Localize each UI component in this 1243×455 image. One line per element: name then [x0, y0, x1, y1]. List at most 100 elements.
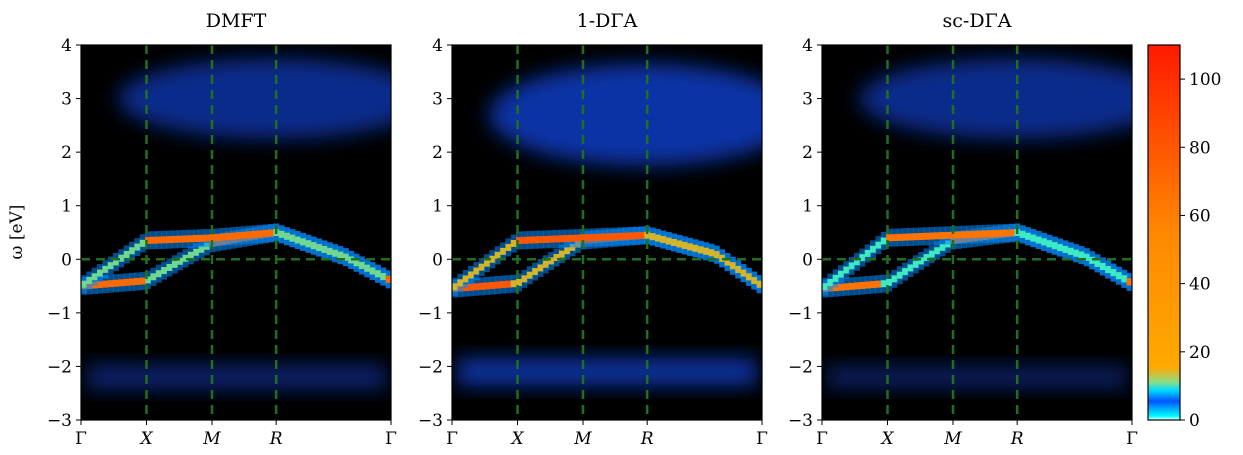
band-cell [838, 283, 844, 291]
panel-title: 1-DΓA [577, 10, 638, 32]
band-cell [939, 243, 946, 251]
y-tick-label: 0 [61, 250, 72, 270]
band-cell [1035, 236, 1042, 244]
band-cell [692, 244, 699, 252]
band-cell [326, 247, 333, 255]
band-cell [1019, 230, 1026, 238]
band-cell [912, 260, 919, 268]
colorbar-tick-label: 80 [1189, 138, 1211, 158]
band-cell [950, 231, 957, 239]
band-cell [278, 230, 285, 238]
band-cell [934, 232, 941, 240]
band-cell [182, 235, 189, 243]
band-cell [537, 264, 544, 272]
band-cell [681, 241, 688, 249]
band-cell [526, 271, 533, 279]
band-cell [452, 283, 458, 291]
x-tick-label: Γ [816, 429, 828, 449]
band-cell [713, 251, 720, 259]
band-cell [225, 233, 232, 241]
band-cell [687, 243, 694, 251]
band-cell [310, 242, 317, 250]
band-cell [838, 270, 844, 278]
band-cell [1083, 253, 1090, 261]
band-cell [252, 230, 258, 238]
band-cell [246, 231, 253, 239]
band-cell [928, 232, 935, 240]
band-cell [617, 232, 624, 240]
band-cell [187, 235, 194, 243]
band-cell [655, 234, 661, 242]
y-tick-label: −3 [788, 411, 813, 431]
band-cell [182, 254, 189, 262]
band-cell [171, 260, 178, 268]
y-tick-label: −2 [47, 357, 72, 377]
band-cell [891, 275, 898, 283]
x-tick-label: Γ [75, 429, 87, 449]
band-cell [86, 276, 93, 284]
y-tick-label: 3 [802, 90, 813, 110]
colorbar-tick-label: 40 [1189, 275, 1211, 295]
band-cell [478, 282, 485, 290]
quasiparticle-band-upper [81, 223, 391, 294]
band-cell [1051, 242, 1058, 250]
lower-hubbard-band [86, 365, 386, 390]
band-cell [843, 266, 850, 274]
band-cell [1062, 245, 1069, 253]
band-cell [102, 265, 109, 273]
band-cell [735, 265, 742, 273]
upper-hubbard-band [489, 63, 762, 166]
band-cell [628, 232, 635, 240]
band-cell [1078, 251, 1085, 259]
band-cell [219, 233, 226, 241]
y-tick-label: −2 [788, 357, 813, 377]
band-cell [505, 280, 512, 288]
band-cell [129, 247, 135, 255]
band-cell [553, 235, 560, 243]
band-cell [1009, 229, 1015, 237]
band-cell [1067, 247, 1074, 255]
band-cell [358, 261, 365, 269]
band-cell [896, 233, 903, 241]
band-cell [665, 237, 672, 245]
band-cell [558, 250, 565, 258]
band-cell [607, 233, 613, 241]
band-cell [134, 243, 141, 251]
band-cell [939, 232, 946, 240]
band-cell [848, 262, 855, 270]
colorbar: 100 80 60 40 20 0 [1147, 44, 1221, 431]
x-tick-label: R [1010, 429, 1024, 449]
band-cell [864, 281, 871, 289]
band-cell [289, 234, 296, 242]
band-cell [859, 281, 866, 289]
band-cell [724, 258, 731, 266]
band-cell [489, 281, 496, 289]
band-cell [478, 263, 485, 271]
y-tick-label: −1 [788, 304, 813, 324]
band-cell [623, 232, 629, 240]
band-cell [553, 254, 560, 262]
band-cell [977, 230, 983, 238]
band-cell [526, 236, 533, 244]
x-tick-label: Γ [446, 429, 458, 449]
band-cell [886, 234, 892, 242]
band-cell [369, 267, 376, 275]
band-cell [81, 280, 87, 288]
band-cell [971, 230, 978, 238]
band-cell [854, 258, 860, 266]
band-cell [145, 276, 151, 284]
x-tick-label: X [509, 429, 524, 449]
band-cell [896, 271, 903, 279]
band-cell [564, 235, 571, 243]
band-cell [859, 254, 866, 262]
band-cell [139, 277, 146, 285]
band-cell [564, 247, 571, 255]
y-tick-label: 3 [432, 90, 443, 110]
band-cell [569, 243, 576, 251]
band-cell [880, 237, 887, 245]
colorbar-gradient [1147, 44, 1181, 421]
band-cell [374, 270, 381, 278]
band-cell [171, 235, 178, 243]
band-cell [569, 234, 576, 242]
